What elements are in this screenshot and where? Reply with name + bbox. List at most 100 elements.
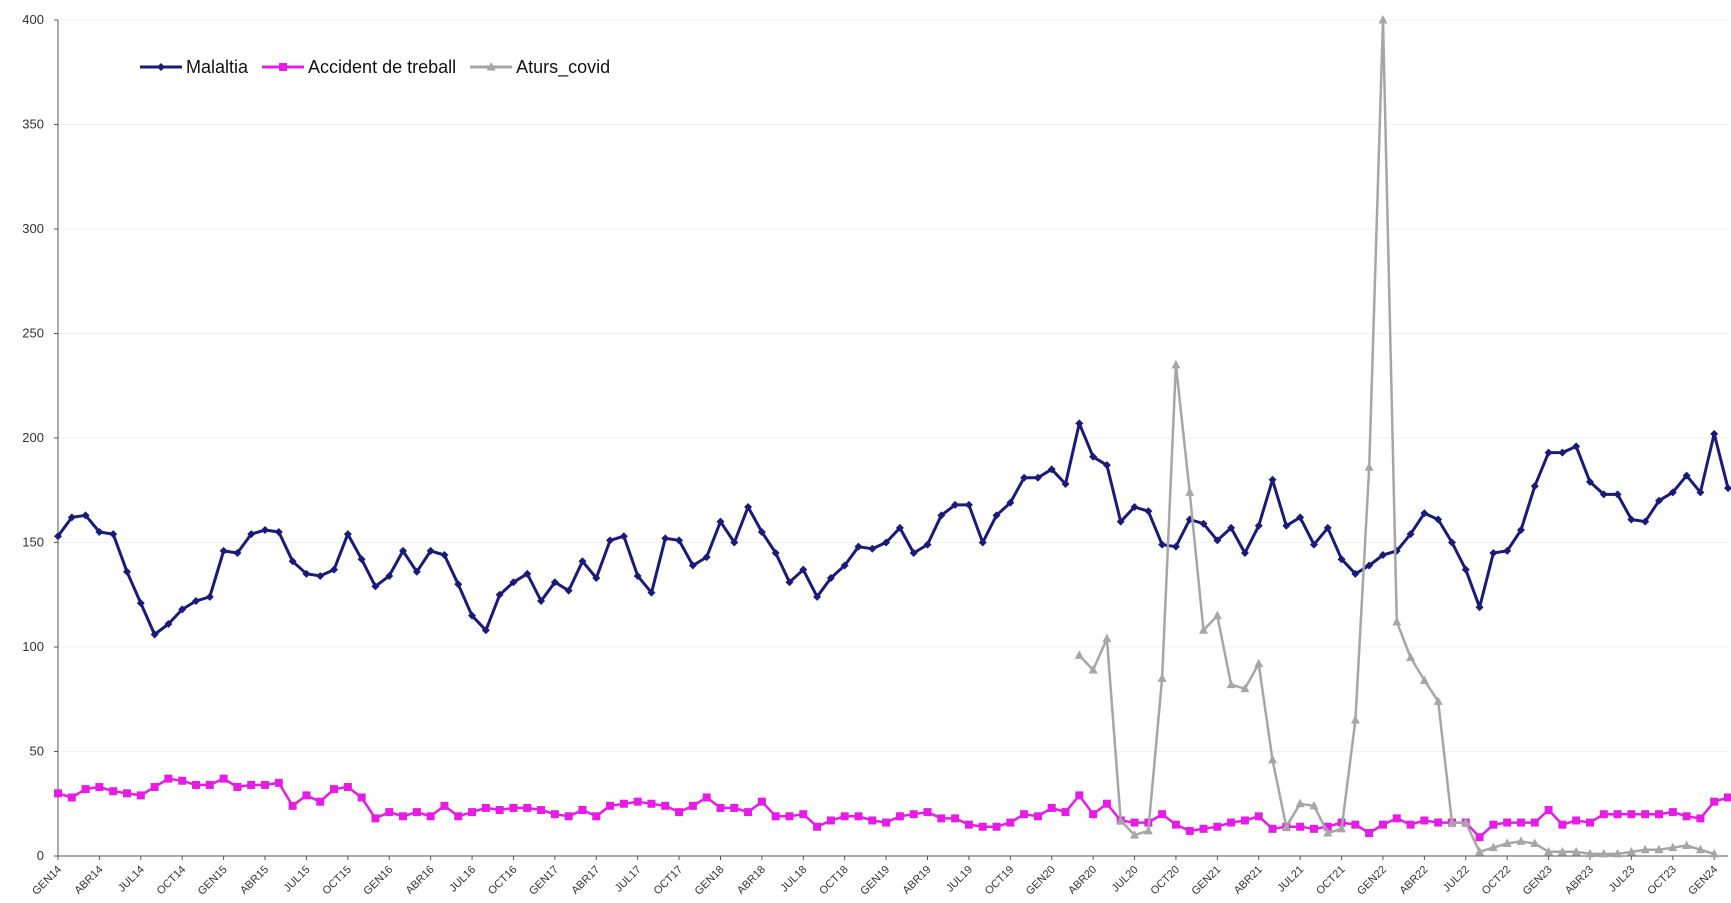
series-line bbox=[1078, 18, 1715, 856]
data-point bbox=[633, 571, 642, 580]
legend-swatch-marker bbox=[157, 63, 165, 71]
data-point bbox=[868, 816, 877, 825]
legend-swatch-marker bbox=[486, 62, 496, 71]
data-point bbox=[592, 574, 601, 583]
data-point bbox=[164, 620, 173, 629]
data-point bbox=[1282, 521, 1291, 530]
x-tick-label: OCT15 bbox=[320, 864, 354, 898]
x-tick-label: JUL23 bbox=[1607, 864, 1638, 895]
data-point bbox=[1143, 825, 1153, 835]
data-point bbox=[123, 567, 132, 576]
data-point bbox=[1406, 820, 1415, 829]
data-point bbox=[537, 806, 546, 815]
data-point bbox=[1364, 462, 1374, 471]
data-point bbox=[1544, 448, 1553, 457]
data-point bbox=[744, 502, 753, 511]
data-point bbox=[371, 814, 380, 823]
data-point bbox=[261, 780, 270, 789]
data-point bbox=[150, 630, 159, 639]
data-point bbox=[1199, 824, 1208, 833]
data-point bbox=[1599, 490, 1608, 499]
x-tick-label: GEN18 bbox=[693, 864, 727, 898]
data-point bbox=[1061, 808, 1070, 817]
data-point bbox=[1475, 846, 1485, 856]
x-tick-label: JUL21 bbox=[1275, 864, 1306, 895]
data-point bbox=[1158, 810, 1167, 819]
data-point bbox=[550, 578, 559, 587]
data-point bbox=[1061, 479, 1070, 488]
data-point bbox=[1268, 824, 1277, 833]
series-line bbox=[56, 421, 1730, 636]
data-point bbox=[481, 626, 490, 635]
data-point bbox=[1323, 828, 1333, 837]
data-point bbox=[1447, 538, 1456, 547]
data-point bbox=[1213, 822, 1222, 831]
data-point bbox=[1323, 523, 1332, 532]
x-tick-label: GEN23 bbox=[1521, 864, 1555, 898]
data-point bbox=[951, 814, 960, 823]
data-point bbox=[95, 783, 104, 792]
data-point bbox=[1572, 442, 1581, 451]
data-point bbox=[1613, 810, 1622, 819]
data-point bbox=[1089, 810, 1098, 819]
data-point bbox=[1724, 793, 1731, 802]
data-point bbox=[495, 590, 504, 599]
data-point bbox=[606, 536, 615, 545]
data-point bbox=[440, 801, 449, 810]
data-point bbox=[1695, 844, 1705, 854]
data-point bbox=[1530, 482, 1539, 491]
data-point bbox=[316, 571, 325, 580]
data-point bbox=[67, 513, 76, 522]
data-point bbox=[274, 778, 283, 787]
legend-swatch-marker bbox=[279, 63, 288, 71]
data-point bbox=[1378, 551, 1387, 560]
data-point bbox=[840, 561, 849, 570]
y-tick-label: 50 bbox=[30, 744, 44, 759]
data-point bbox=[385, 571, 394, 580]
data-point bbox=[1281, 821, 1291, 831]
data-point bbox=[1227, 523, 1236, 532]
data-point bbox=[564, 812, 573, 821]
data-point bbox=[992, 511, 1001, 520]
data-point bbox=[371, 582, 380, 591]
data-point bbox=[978, 538, 987, 547]
x-tick-label: JUL16 bbox=[447, 864, 478, 895]
data-point bbox=[757, 528, 766, 537]
data-point bbox=[1557, 846, 1567, 856]
y-tick-label: 300 bbox=[22, 221, 44, 236]
data-point bbox=[288, 557, 297, 566]
data-point bbox=[1240, 683, 1250, 693]
data-point bbox=[523, 569, 532, 578]
data-point bbox=[136, 599, 145, 608]
legend-item: Accident de treball bbox=[262, 57, 456, 77]
data-point bbox=[840, 812, 849, 821]
data-point bbox=[1682, 471, 1691, 480]
data-point bbox=[302, 569, 311, 578]
data-point bbox=[343, 783, 352, 792]
data-point bbox=[1075, 791, 1084, 800]
data-point bbox=[633, 797, 642, 806]
series-malaltia bbox=[54, 419, 1731, 639]
data-point bbox=[978, 822, 987, 831]
data-point bbox=[937, 814, 946, 823]
data-point bbox=[1185, 487, 1195, 496]
data-point bbox=[1254, 812, 1263, 821]
x-tick-label: GEN17 bbox=[527, 864, 561, 898]
data-point bbox=[509, 803, 518, 812]
x-tick-label: OCT18 bbox=[817, 864, 851, 898]
data-point bbox=[1724, 484, 1731, 493]
data-point bbox=[164, 774, 173, 783]
data-point bbox=[1365, 561, 1374, 570]
data-point bbox=[1558, 448, 1567, 457]
data-point bbox=[54, 789, 62, 798]
data-point bbox=[771, 548, 780, 557]
data-point bbox=[1447, 817, 1457, 827]
data-point bbox=[1240, 548, 1249, 557]
data-point bbox=[688, 801, 697, 810]
data-point bbox=[1682, 812, 1691, 821]
data-point bbox=[247, 530, 256, 539]
x-tick-label: ABR14 bbox=[72, 864, 105, 897]
data-point bbox=[509, 578, 518, 587]
data-point bbox=[1516, 525, 1525, 534]
